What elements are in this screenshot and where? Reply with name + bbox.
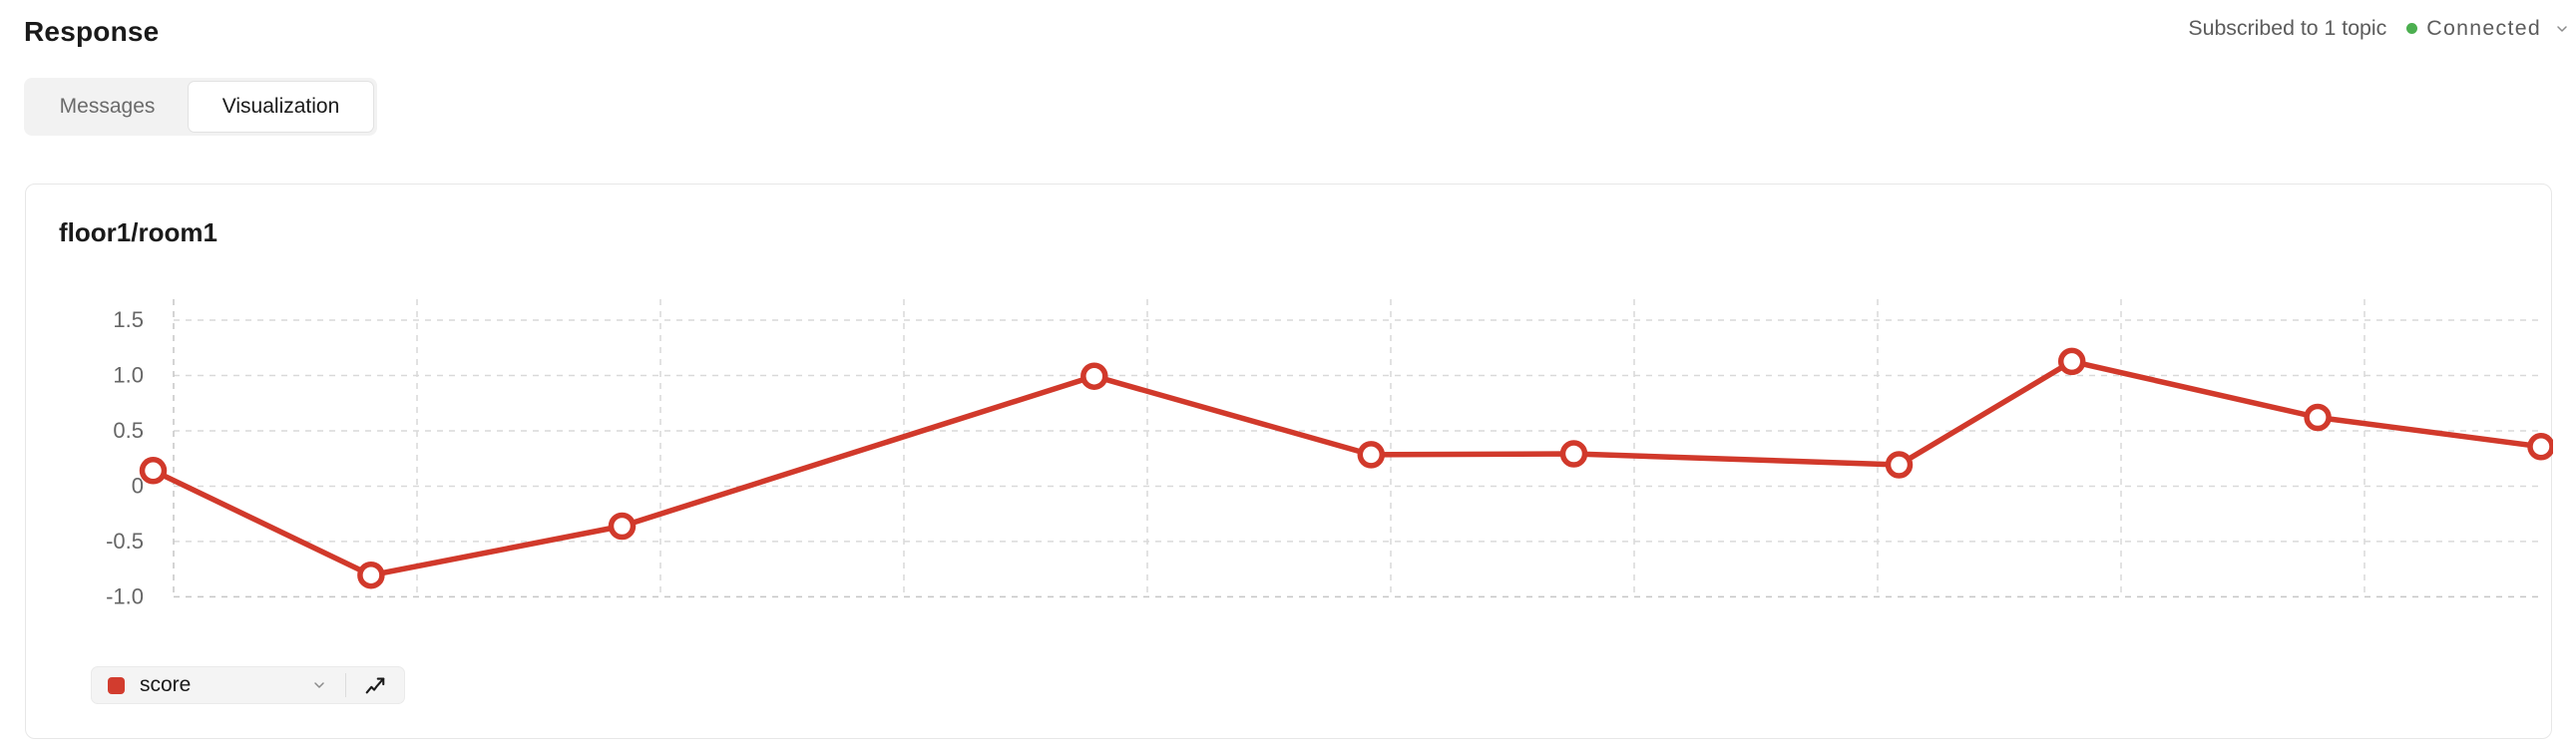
svg-text:1.0: 1.0 bbox=[113, 363, 144, 388]
svg-text:1.5: 1.5 bbox=[113, 307, 144, 332]
svg-text:-0.5: -0.5 bbox=[106, 529, 144, 554]
svg-text:0.5: 0.5 bbox=[113, 418, 144, 443]
svg-text:-1.0: -1.0 bbox=[106, 583, 144, 608]
